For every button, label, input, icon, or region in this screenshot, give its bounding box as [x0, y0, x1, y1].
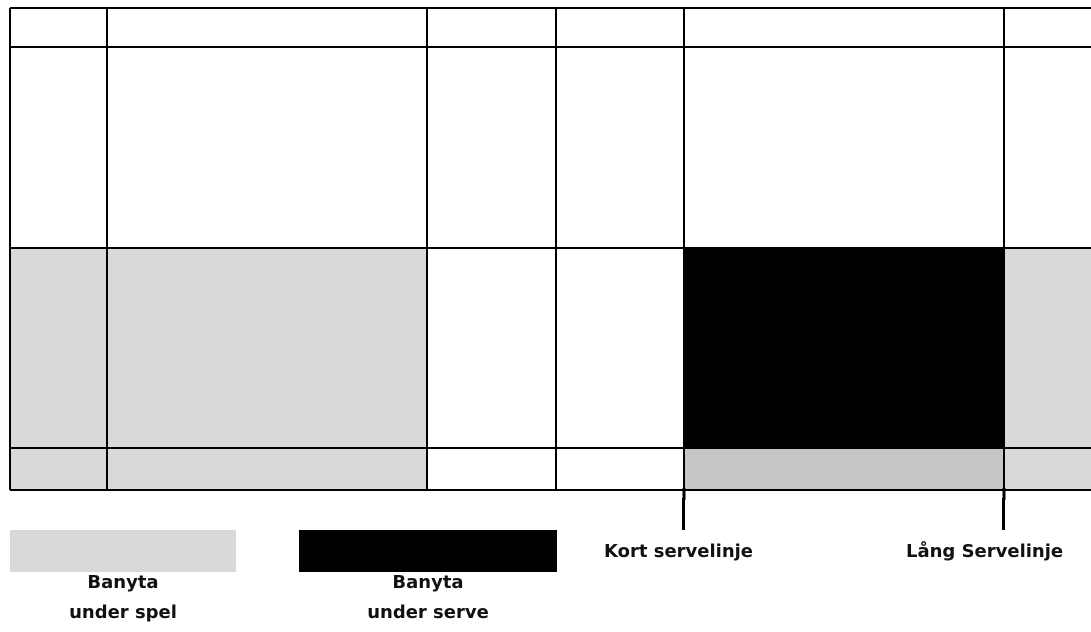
- play-area-right: [1004, 248, 1091, 490]
- serve-gap-area: [684, 448, 1004, 490]
- serve-area: [684, 248, 1004, 448]
- legend-label-serve: Banyta under serve: [299, 568, 557, 628]
- short-service-line-label: Kort servelinje: [604, 541, 754, 562]
- legend-serve-line2: under serve: [367, 602, 489, 623]
- legend-swatch-serve: [299, 530, 557, 572]
- legend-serve-line1: Banyta: [392, 572, 464, 593]
- legend-play-line1: Banyta: [87, 572, 159, 593]
- short-marker-extension: [682, 498, 685, 530]
- legend-label-play: Banyta under spel: [10, 568, 236, 628]
- legend-play-line2: under spel: [69, 602, 177, 623]
- court-lines: [9, 7, 1091, 491]
- legend-swatch-play: [10, 530, 236, 572]
- play-area-left: [10, 248, 427, 490]
- long-marker-extension: [1002, 498, 1005, 530]
- long-service-line-label: Lång Servelinje: [906, 541, 1064, 562]
- badminton-court-diagram: [9, 7, 1091, 500]
